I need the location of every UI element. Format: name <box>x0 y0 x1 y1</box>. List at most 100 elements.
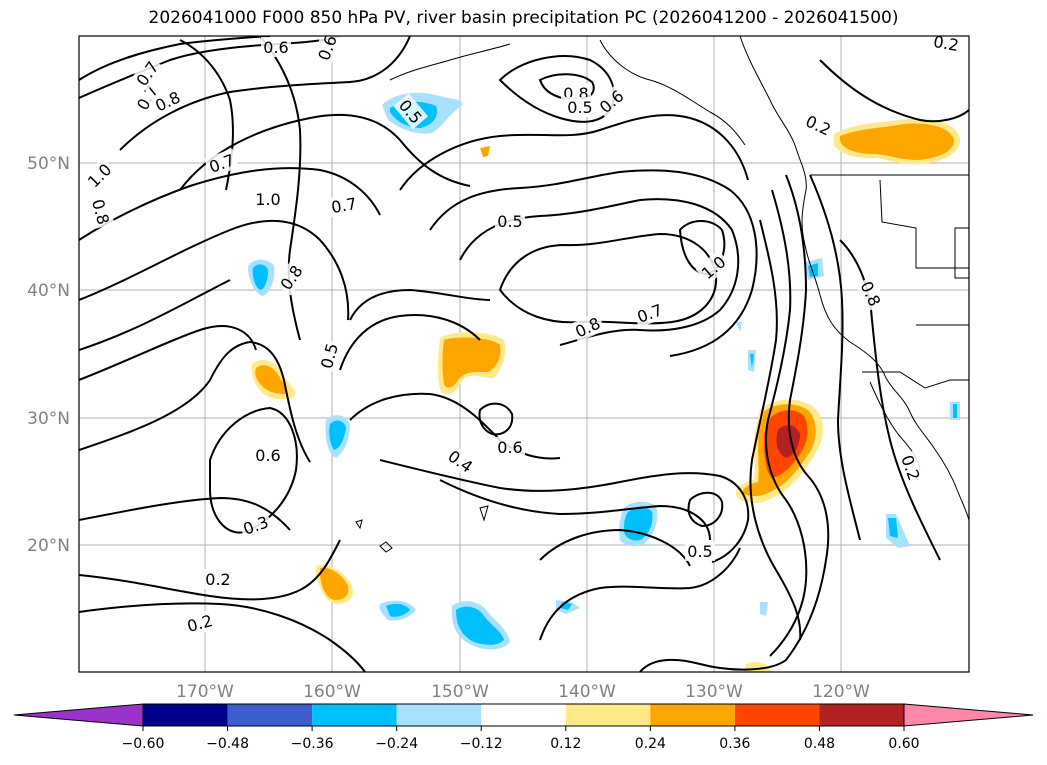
pos-blob-central-33n-core <box>442 337 501 388</box>
contour-label: 0.8 <box>855 275 887 312</box>
svg-text:0.6: 0.6 <box>497 438 522 457</box>
colorbar-segment <box>650 704 735 726</box>
colorbar-extend-max <box>903 703 1034 727</box>
pos-blob-small-north <box>480 146 490 157</box>
colorbar-frame <box>142 703 905 727</box>
contour-label: 0.5 <box>495 211 525 231</box>
colorbar-tick-label: 0.36 <box>719 736 750 752</box>
longitude-labels: 170°W 160°W 150°W 140°W 130°W 120°W <box>176 682 870 702</box>
contour-label: 0.2 <box>182 609 217 637</box>
colorbar-segment <box>565 704 651 726</box>
neg-blob-west-40n-core <box>252 264 268 290</box>
svg-text:0.6: 0.6 <box>596 86 628 117</box>
latitude-labels: 50°N 40°N 30°N 20°N <box>27 154 70 556</box>
svg-text:0.7: 0.7 <box>133 58 163 90</box>
colorbar-tick-label: −0.24 <box>375 736 418 752</box>
contour-label: 0.5 <box>685 541 715 561</box>
svg-text:1.0: 1.0 <box>698 252 730 283</box>
contour-label: 0.6 <box>261 37 291 57</box>
pos-blob-west-32n-core <box>255 365 287 394</box>
svg-text:1.0: 1.0 <box>255 190 280 209</box>
lon-label: 150°W <box>431 682 489 702</box>
colorbar-segment <box>396 704 482 726</box>
svg-text:0.5: 0.5 <box>497 212 522 231</box>
neg-blob-coast-20n-core <box>888 518 898 538</box>
colorbar-segment <box>227 704 313 726</box>
neg-blob-hawaii-east-core <box>386 603 410 617</box>
svg-text:0.5: 0.5 <box>687 542 712 561</box>
map-title: 2026041000 F000 850 hPa PV, river basin … <box>148 8 899 28</box>
contour-label: 0.4 <box>442 444 479 478</box>
neg-blob-west-28n-core <box>329 420 346 450</box>
pos-blob-hawaii-west-core <box>320 567 349 600</box>
contour-label: 0.5 <box>315 338 343 373</box>
colorbar-segment <box>734 704 820 726</box>
contour-label: 0.5 <box>565 97 595 117</box>
pos-blob-northeast-core <box>840 123 954 160</box>
colorbar-segment <box>819 704 904 726</box>
neg-blob-small-126w <box>760 602 768 616</box>
contour-label: 0.2 <box>896 450 926 486</box>
lat-label: 50°N <box>27 154 70 174</box>
neg-blob-138w-22n-core <box>624 507 653 541</box>
contour-label: 0.6 <box>495 437 525 457</box>
svg-text:0.4: 0.4 <box>444 447 476 477</box>
contour-label: 0.2 <box>203 569 233 589</box>
contour-label: 0.2 <box>929 30 963 56</box>
colorbar-segment <box>312 704 397 726</box>
svg-text:0.8: 0.8 <box>88 197 113 227</box>
contour-label: 0.7 <box>204 148 240 178</box>
contour-label: 1.0 <box>695 249 732 285</box>
colorbar-segment <box>481 704 566 726</box>
contour-label: 0.6 <box>253 445 283 465</box>
contour-label: 0.3 <box>238 510 274 540</box>
map-frame <box>78 35 970 673</box>
colorbar-tick-label: −0.60 <box>122 736 165 752</box>
lat-label: 20°N <box>27 536 70 556</box>
lat-label: 30°N <box>27 409 70 429</box>
lon-label: 130°W <box>685 682 743 702</box>
colorbar-tick-label: 0.48 <box>804 736 835 752</box>
lon-label: 120°W <box>812 682 870 702</box>
svg-text:0.8: 0.8 <box>277 262 307 294</box>
neg-blob-small-134w-core <box>750 354 754 368</box>
colorbar-tick-label: −0.36 <box>291 736 334 752</box>
contour-label: 0.8 <box>87 194 115 229</box>
gridlines <box>79 36 969 672</box>
lon-label: 160°W <box>303 682 361 702</box>
lat-label: 40°N <box>27 281 70 301</box>
svg-text:0.6: 0.6 <box>255 446 280 465</box>
colorbar-extend-min <box>13 703 144 727</box>
lon-label: 140°W <box>558 682 616 702</box>
svg-text:0.2: 0.2 <box>932 32 960 55</box>
svg-text:0.7: 0.7 <box>330 194 358 217</box>
contour-label: 0.6 <box>593 83 630 119</box>
contour-label: 1.0 <box>253 189 283 209</box>
neg-blob-small-135w <box>736 322 742 332</box>
svg-text:0.6: 0.6 <box>263 38 288 57</box>
colorbar-tick-label: 0.24 <box>635 736 666 752</box>
colorbar-tick-label: 0.60 <box>888 736 919 752</box>
svg-text:0.5: 0.5 <box>317 341 342 371</box>
svg-text:1.0: 1.0 <box>84 160 115 191</box>
colorbar: −0.60 −0.48 −0.36 −0.24 −0.12 0.12 0.24 0.36 0.4… <box>13 703 1034 752</box>
colorbar-segment <box>143 704 228 726</box>
contour-label: 0.7 <box>327 192 361 218</box>
contour-label: 0.8 <box>569 311 606 343</box>
lon-label: 170°W <box>176 682 234 702</box>
contour-label: 0.2 <box>800 109 837 141</box>
precip-fill-layer <box>248 92 961 672</box>
svg-text:0.2: 0.2 <box>205 570 230 589</box>
contour-labels: 0.60.70.81.00.80.71.0 0.70.80.50.50.80.70… <box>81 30 963 637</box>
neg-blob-south-150w-core <box>456 606 504 645</box>
colorbar-tick-label: 0.12 <box>550 736 581 752</box>
colorbar-tick-label: −0.48 <box>206 736 249 752</box>
contour-label: 0.7 <box>130 55 164 92</box>
contour-label: 0.6 <box>312 30 342 66</box>
svg-text:0.2: 0.2 <box>185 611 215 636</box>
svg-text:0.5: 0.5 <box>567 98 592 117</box>
neg-blob-coast-30n-core <box>953 404 957 418</box>
colorbar-tick-label: −0.12 <box>460 736 503 752</box>
contour-label: 0.5 <box>393 93 429 130</box>
